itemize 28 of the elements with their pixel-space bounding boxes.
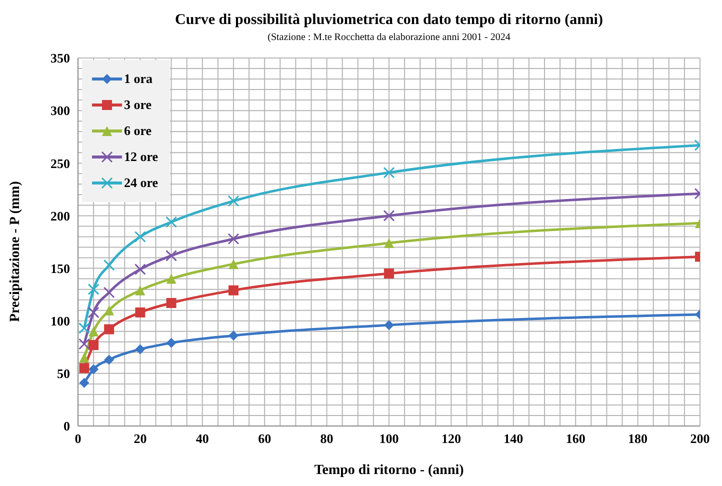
y-tick-label: 350: [50, 50, 70, 66]
legend-label: 1 ora: [124, 71, 153, 87]
y-tick-label: 100: [50, 313, 70, 328]
y-tick-label: 300: [50, 103, 70, 118]
y-tick-label: 150: [50, 260, 70, 276]
legend-label: 24 ore: [124, 175, 158, 191]
x-tick-label: 200: [690, 431, 710, 446]
y-tick-label: 200: [50, 208, 70, 224]
chart-title: Curve di possibilità pluviometrica con dato tempo di ritorno (anni): [174, 12, 604, 29]
x-tick-label: 120: [441, 431, 461, 446]
x-axis-title: Tempo di ritorno - (anni): [314, 463, 464, 478]
x-tick-label: 0: [74, 431, 82, 446]
y-tick-label: 0: [64, 418, 70, 434]
x-tick-label: 100: [379, 431, 399, 446]
legend-label: 6 ore: [124, 123, 152, 139]
y-tick-label: 50: [57, 366, 70, 382]
y-axis-title: Precipitazione - P (mm): [8, 180, 23, 322]
x-tick-label: 60: [258, 431, 272, 446]
y-tick-label: 250: [50, 156, 70, 171]
legend-label: 12 ore: [124, 149, 158, 165]
x-tick-label: 20: [134, 431, 147, 446]
x-tick-label: 140: [504, 431, 524, 446]
x-tick-label: 80: [320, 431, 334, 446]
x-tick-label: 180: [628, 431, 648, 446]
legend-label: 3 ore: [124, 97, 152, 113]
x-tick-label: 40: [196, 431, 209, 446]
chart-subtitle: (Stazione : M.te Rocchetta da elaborazione anni 2001 - 2024: [266, 32, 512, 43]
x-tick-label: 160: [566, 431, 586, 446]
